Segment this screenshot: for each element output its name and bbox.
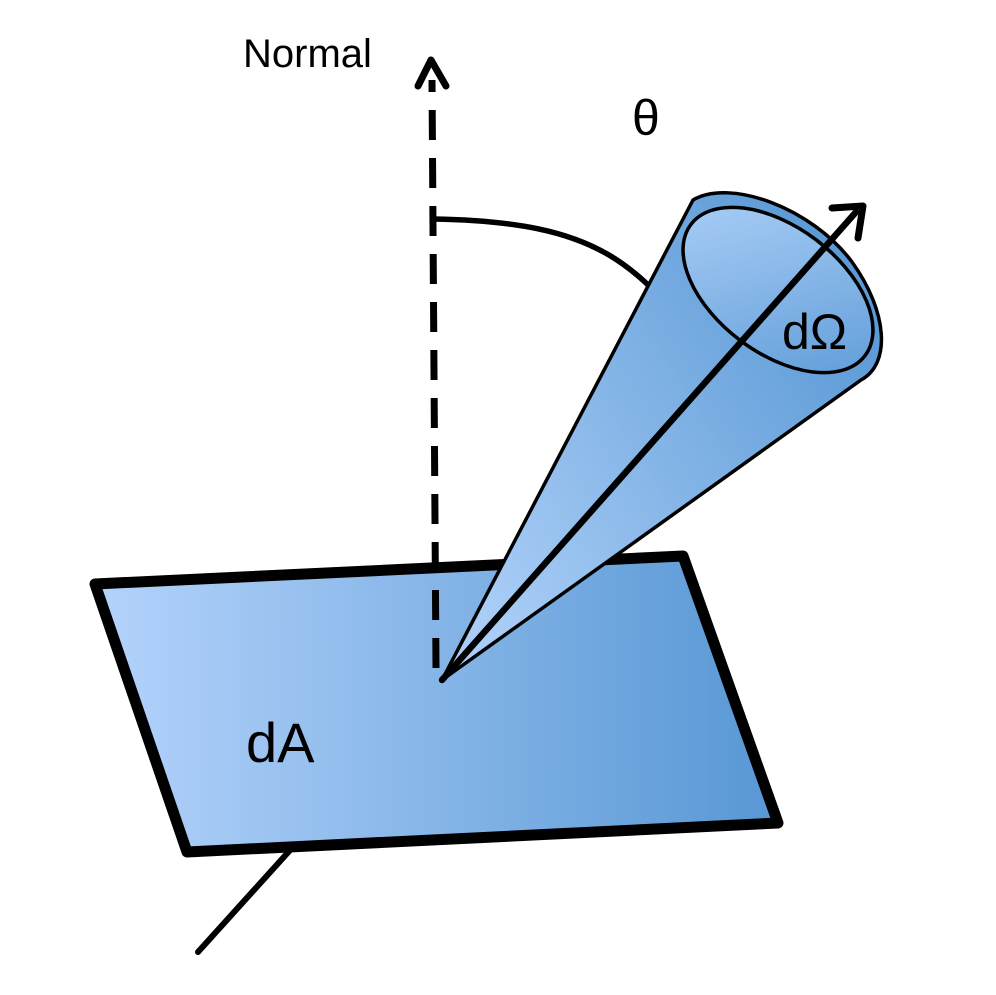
surface-element [89, 550, 784, 858]
solid-angle-label: dΩ [782, 304, 847, 360]
normal-label: Normal [243, 32, 372, 76]
underside-line [195, 845, 295, 955]
area-label: dA [246, 711, 315, 774]
theta-label: θ [632, 90, 660, 146]
direction-arrowhead-icon [828, 202, 867, 242]
normal-arrowhead-icon [414, 56, 450, 90]
direction-ray [438, 208, 860, 684]
normal-dashed-line [428, 79, 440, 669]
